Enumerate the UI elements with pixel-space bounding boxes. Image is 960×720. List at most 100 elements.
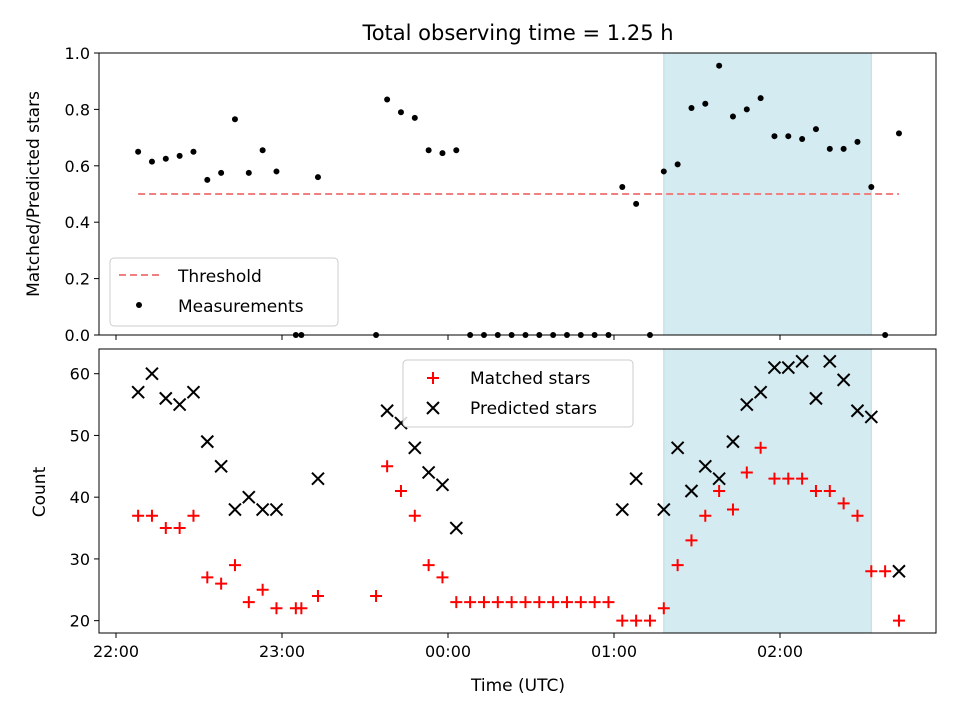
data-point [712, 471, 726, 486]
data-point [449, 521, 464, 535]
legend-predicted-swatch [426, 401, 440, 415]
data-point [242, 596, 255, 609]
data-point [270, 602, 283, 615]
data-point [850, 404, 865, 418]
legend: Threshold Measurements [109, 257, 339, 327]
data-point [533, 596, 546, 609]
data-point [381, 460, 394, 473]
data-point [836, 373, 851, 387]
data-point [740, 466, 753, 479]
data-point [657, 502, 671, 517]
data-point [435, 478, 450, 492]
data-point [574, 596, 587, 609]
chart-title: Total observing time = 1.25 h [361, 21, 673, 45]
data-point [135, 148, 142, 155]
data-point [242, 490, 256, 504]
x-tick-label: 02:00 [757, 642, 803, 661]
legend-box [402, 359, 634, 428]
data-point [204, 176, 211, 183]
data-point [411, 114, 418, 121]
x-axis-label: Time (UTC) [470, 676, 565, 696]
data-point [311, 589, 324, 602]
data-point [657, 602, 670, 615]
data-point [231, 116, 238, 123]
data-point [698, 459, 713, 474]
data-point [421, 465, 436, 480]
legend-matched-swatch [427, 372, 439, 384]
y-tick-label: 0.0 [65, 326, 90, 345]
data-point [892, 564, 906, 578]
data-point [131, 385, 145, 399]
data-point [477, 596, 490, 609]
legend-matched-label: Matched stars [470, 369, 590, 389]
data-point [187, 509, 200, 522]
series-matched-stars [132, 441, 905, 627]
data-point [726, 434, 740, 449]
panel-count: 20 30 40 50 60 22:00 23:00 00:00 01:00 02:00 Match… [70, 348, 937, 661]
data-point [162, 155, 169, 162]
data-point [851, 509, 864, 522]
data-point [228, 559, 241, 572]
data-point [214, 459, 228, 474]
data-point [796, 472, 809, 485]
legend: Matched stars Predicted stars [402, 359, 634, 428]
data-point [868, 183, 875, 190]
data-point [716, 62, 723, 69]
data-point [602, 596, 615, 609]
observing-interval-shade [663, 348, 872, 634]
data-point [809, 485, 822, 497]
data-point [422, 559, 435, 572]
legend-measurements-swatch [136, 302, 142, 308]
data-point [259, 147, 266, 154]
data-point [740, 397, 754, 412]
y-tick-label: 0.4 [65, 213, 90, 232]
data-point [200, 434, 215, 449]
data-point [173, 522, 186, 535]
y-tick-label: 20 [70, 612, 90, 631]
y-tick-label: 40 [70, 488, 90, 507]
y-tick-label: 30 [70, 550, 90, 569]
data-point [408, 441, 422, 455]
data-point [785, 133, 792, 140]
data-point [145, 366, 159, 381]
data-point [505, 596, 518, 609]
data-point [729, 113, 736, 120]
data-point [408, 509, 421, 522]
data-point [702, 100, 709, 107]
data-point [713, 485, 726, 497]
data-point [436, 571, 449, 584]
data-point [215, 577, 228, 590]
x-tick-label: 00:00 [425, 642, 471, 661]
y-tick-label: 0.8 [65, 100, 90, 119]
data-point [380, 404, 394, 418]
data-point [159, 522, 172, 535]
data-point [840, 145, 847, 152]
data-point [228, 502, 242, 517]
data-point [670, 441, 685, 455]
data-point [547, 596, 560, 609]
top-y-axis-label: Matched/Predicted stars [24, 91, 44, 297]
data-point [295, 602, 308, 615]
data-point [425, 147, 432, 154]
legend-box [109, 257, 339, 327]
data-point [771, 133, 778, 140]
data-point [615, 502, 630, 517]
data-point [439, 150, 446, 157]
data-point [616, 614, 629, 627]
data-point [633, 200, 640, 207]
data-point [782, 472, 795, 485]
data-point [176, 152, 183, 159]
y-tick-label: 0.2 [65, 270, 90, 289]
legend-threshold-label: Threshold [177, 267, 262, 287]
data-point [812, 126, 819, 133]
series-measurements [135, 62, 902, 338]
legend-measurements-label: Measurements [178, 297, 304, 317]
x-tick-label: 22:00 [93, 642, 139, 661]
data-point [726, 503, 739, 516]
bottom-y-axis-label: Count [30, 466, 50, 517]
data-point [753, 385, 768, 399]
data-point [865, 565, 878, 578]
data-point [159, 391, 173, 406]
data-point [450, 596, 463, 609]
